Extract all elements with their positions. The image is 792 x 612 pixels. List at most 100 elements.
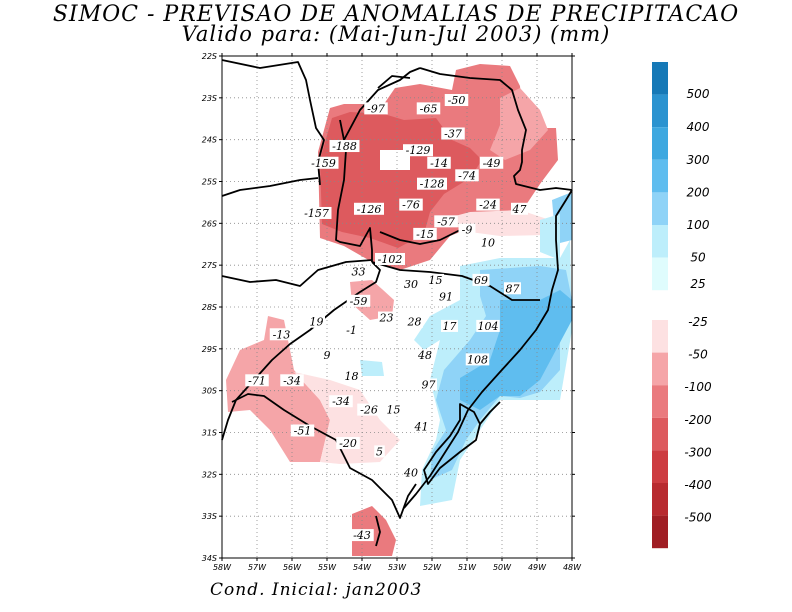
lon-tick-label: 58W (213, 563, 232, 572)
value-label-bg (413, 227, 437, 240)
lon-tick-label: 56W (283, 563, 302, 572)
colorbar-label: -100 (684, 380, 712, 394)
anomaly-value-label: 69 (474, 274, 488, 287)
value-label-bg (479, 236, 497, 249)
lat-tick-label: 34S (202, 554, 217, 563)
anomaly-value-label: 41 (414, 420, 429, 433)
value-label-bg (350, 529, 374, 542)
value-label-bg (416, 349, 434, 362)
value-label-bg (375, 252, 405, 265)
anomaly-value-label: 30 (404, 278, 418, 291)
anomaly-value-label: 48 (417, 349, 432, 362)
value-label-bg (385, 403, 402, 416)
colorbar-swatch-negative (652, 417, 668, 451)
map-axes: 22S23S24S25S26S27S28S29S30S31S32S33S34S5… (202, 52, 582, 572)
anomaly-value-label: -51 (294, 425, 312, 438)
value-label-bg (413, 420, 430, 433)
anomaly-value-label: -50 (448, 94, 466, 107)
lat-tick-label: 23S (202, 94, 217, 103)
colorbar-label: 500 (687, 87, 710, 101)
anomaly-value-label: -34 (283, 374, 301, 387)
anomaly-value-label: -65 (420, 102, 438, 115)
anomaly-value-label: 10 (481, 236, 495, 249)
colorbar-swatch-positive (652, 225, 668, 258)
anomaly-value-label: 5 (376, 445, 383, 458)
anomaly-value-label: 17 (443, 320, 457, 333)
anomaly-value-label: 47 (512, 203, 527, 216)
anomaly-value-label: -126 (357, 203, 382, 216)
colorbar-swatch-positive (652, 257, 668, 291)
anomaly-value-label: -1 (346, 324, 357, 337)
lon-tick-label: 48W (563, 563, 582, 572)
colorbar-label: 25 (690, 277, 705, 291)
colorbar-label: -500 (684, 511, 712, 525)
lat-tick-label: 26S (202, 219, 217, 228)
value-label-bg (357, 403, 381, 416)
colorbar-swatch-positive (652, 127, 668, 160)
lat-tick-label: 28S (202, 303, 217, 312)
initial-condition-label: Cond. Inicial: jan2003 (210, 580, 423, 600)
colorbar-label: 400 (687, 120, 710, 134)
anomaly-value-label: -9 (462, 224, 473, 237)
colorbar-label: -25 (688, 315, 708, 329)
anomaly-value-label: -74 (458, 169, 476, 182)
lon-tick-label: 55W (318, 563, 337, 572)
value-label-bg (472, 273, 490, 286)
value-label-bg (280, 374, 304, 387)
anomaly-value-label: -97 (367, 102, 385, 115)
value-label-bg (403, 144, 433, 157)
value-label-bg (427, 156, 451, 169)
value-labels: -97 -65-50-37-188 -129-159 -14 -49-74-128-76… (245, 94, 528, 542)
map-subtitle: Valido para: (Mai-Jun-Jul 2003) (mm) (181, 22, 611, 46)
value-label-bg (437, 290, 455, 303)
value-label-bg (402, 466, 420, 479)
value-label-bg (346, 294, 371, 307)
anomaly-value-label: 40 (403, 466, 418, 479)
colorbar-label: -300 (684, 445, 712, 459)
colorbar-label: -200 (684, 413, 712, 427)
colorbar-swatch-positive (652, 159, 668, 193)
value-label-bg (343, 370, 360, 383)
lat-tick-label: 24S (202, 136, 217, 145)
anomaly-value-label: -13 (273, 328, 291, 341)
anomaly-value-label: -129 (406, 144, 431, 157)
anomaly-value-label: 23 (379, 312, 394, 325)
anomaly-value-label: 87 (506, 282, 520, 295)
anomaly-value-label: 18 (345, 370, 359, 383)
value-label-bg (402, 278, 420, 291)
value-label-bg (290, 424, 315, 437)
anomaly-fields (226, 64, 572, 556)
anomaly-value-label: -14 (430, 157, 448, 170)
anomaly-value-label: -26 (360, 404, 378, 417)
anomaly-value-label: -43 (353, 529, 371, 542)
anomaly-value-label: -157 (304, 207, 329, 220)
value-label-bg (420, 378, 437, 391)
lon-tick-label: 53W (388, 563, 407, 572)
value-label-bg (434, 215, 458, 228)
colorbar-label: -400 (684, 478, 712, 492)
lon-tick-label: 57W (248, 563, 267, 572)
value-label-bg (308, 156, 339, 169)
lon-tick-label: 51W (458, 563, 477, 572)
colorbar-legend: 500 400 300 200 100 50 25 -25 -50 -100 -200 -300 -40… (652, 62, 712, 549)
anomaly-value-label: 15 (429, 274, 443, 287)
value-label-bg (364, 102, 388, 115)
value-label-bg (336, 437, 360, 450)
lat-tick-label: 32S (202, 470, 217, 479)
value-label-bg (458, 223, 476, 236)
colorbar-label: 300 (687, 153, 710, 167)
value-label-bg (245, 374, 269, 387)
anomaly-value-label: 28 (407, 316, 422, 329)
value-label-bg (427, 273, 444, 286)
value-label-bg (378, 311, 395, 324)
colorbar-swatch-negative (652, 352, 668, 386)
lon-tick-label: 50W (493, 563, 512, 572)
boundary-lines (221, 59, 573, 547)
value-label-bg (308, 315, 325, 328)
anomaly-value-label: -57 (437, 215, 455, 228)
anomaly-value-label: -34 (332, 395, 350, 408)
anomaly-value-label: 33 (352, 266, 366, 279)
anomaly-value-label: 9 (324, 349, 331, 362)
value-label-bg (441, 127, 465, 140)
